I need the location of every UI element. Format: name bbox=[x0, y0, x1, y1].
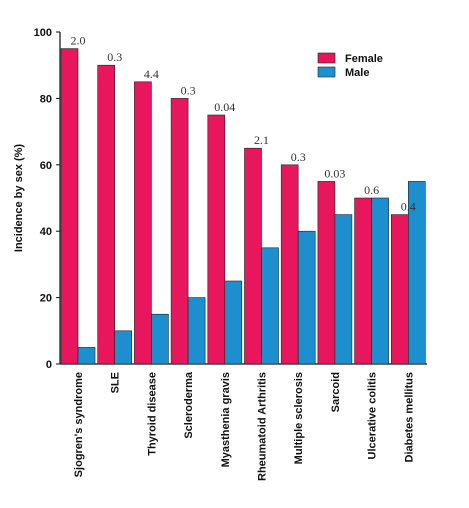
bar-female-8 bbox=[354, 197, 372, 365]
bar-annotation: 2.1 bbox=[254, 133, 269, 147]
y-tick-label: 100 bbox=[34, 27, 52, 39]
bar-female-2 bbox=[134, 81, 152, 365]
x-tick-label: Diabetes mellitus bbox=[403, 372, 415, 462]
legend: Female Male bbox=[317, 52, 383, 79]
x-tick-label: Sarcoid bbox=[330, 372, 342, 412]
x-tick-label: Sjogren's syndrome bbox=[73, 372, 85, 477]
bar-male-9 bbox=[407, 181, 426, 365]
bar-female-0 bbox=[60, 48, 79, 365]
x-tick-label: SLE bbox=[110, 372, 122, 393]
bar-annotation: 0.04 bbox=[214, 100, 235, 114]
bar-annotations: 2.0 0.3 4.4 0.3 0.04 2.1 0.3 0.03 0.6 0.4 bbox=[71, 34, 416, 214]
legend-label-male: Male bbox=[345, 67, 369, 79]
bar-male-3 bbox=[187, 297, 206, 365]
bar-annotation: 4.4 bbox=[144, 67, 159, 81]
bar-female-4 bbox=[207, 114, 226, 365]
bars bbox=[60, 48, 426, 365]
x-tick-labels: Sjogren's syndrome SLE Thyroid disease Scle… bbox=[73, 371, 415, 481]
bar-male-1 bbox=[114, 330, 132, 365]
legend-label-female: Female bbox=[345, 53, 383, 65]
bar-male-7 bbox=[334, 214, 353, 365]
bar-annotation: 0.3 bbox=[107, 50, 122, 64]
bar-male-5 bbox=[261, 247, 279, 365]
bar-male-0 bbox=[77, 347, 96, 365]
y-tick-label: 60 bbox=[40, 160, 52, 172]
x-tick-label: Ulcerative colitis bbox=[367, 372, 379, 459]
y-tick-label: 80 bbox=[40, 93, 52, 105]
x-tick-label: Myasthenia gravis bbox=[220, 372, 232, 467]
bar-annotation: 2.0 bbox=[71, 34, 86, 48]
bar-female-3 bbox=[170, 98, 189, 365]
bar-male-8 bbox=[371, 197, 389, 365]
bar-female-5 bbox=[244, 147, 262, 365]
y-tick-label: 20 bbox=[40, 293, 52, 305]
bar-male-4 bbox=[224, 280, 243, 365]
bar-female-9 bbox=[390, 214, 409, 365]
legend-swatch-male bbox=[317, 66, 336, 78]
bar-annotation: 0.3 bbox=[181, 83, 196, 97]
bar-male-2 bbox=[151, 313, 169, 365]
bar-annotation: 0.3 bbox=[291, 150, 306, 164]
bar-female-7 bbox=[317, 181, 336, 365]
bar-female-6 bbox=[280, 164, 299, 365]
x-tick-label: Multiple sclerosis bbox=[293, 372, 305, 464]
x-tick-label: Scleroderma bbox=[183, 371, 195, 439]
y-tick-labels: 0 20 40 60 80 100 bbox=[34, 27, 52, 371]
bar-male-6 bbox=[297, 230, 316, 365]
bar-annotation: 0.03 bbox=[324, 166, 345, 180]
y-axis-label: Incidence by sex (%) bbox=[13, 144, 25, 253]
bar-annotation: 0.4 bbox=[401, 200, 416, 214]
y-tick-label: 0 bbox=[46, 359, 52, 371]
x-tick-label: Thyroid disease bbox=[146, 372, 158, 456]
legend-swatch-female bbox=[317, 52, 336, 64]
y-tick-label: 40 bbox=[40, 226, 52, 238]
bar-annotation: 0.6 bbox=[364, 183, 379, 197]
x-tick-label: Rheumatoid Arthritis bbox=[257, 372, 269, 481]
bar-female-1 bbox=[97, 64, 115, 365]
